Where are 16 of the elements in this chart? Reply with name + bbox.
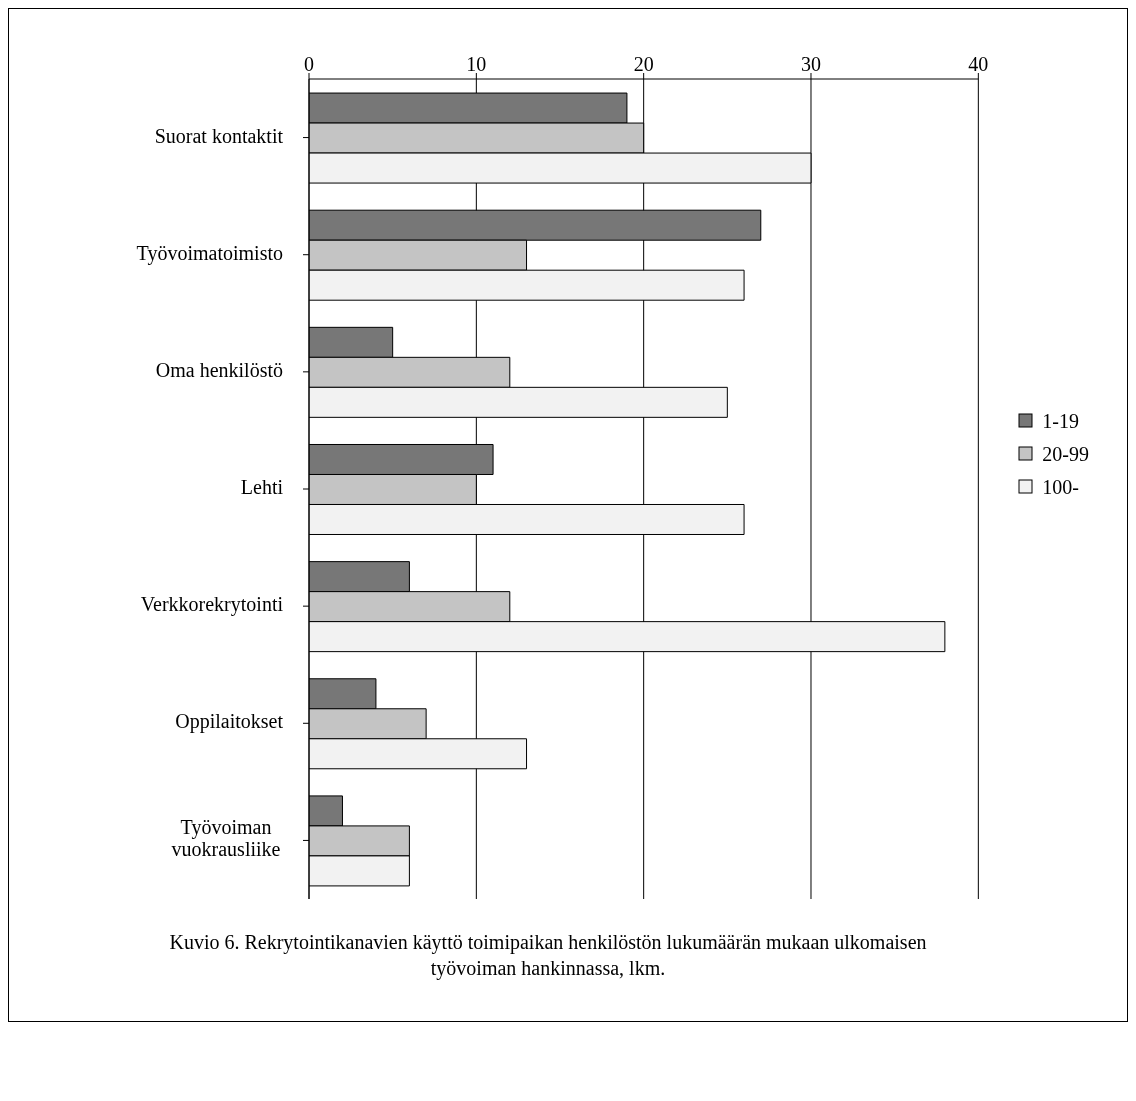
y-tick-label: Verkkorekrytointi <box>140 592 284 616</box>
x-tick-label: 20 <box>633 53 654 75</box>
y-tick-label: Lehti <box>240 475 284 498</box>
text: Kuvio 6. Rekrytointikanavien käyttö toimipaikan henkilöstön lukumäärän mukaan ulkomaisen työvoiman hankinnassa, lkm. <box>168 930 928 982</box>
legend-label: 20-99 <box>1042 442 1089 466</box>
y-tick-label: Oppilaitokset <box>175 709 284 733</box>
x-tick-label: 10 <box>466 53 487 75</box>
y-tick-label: Oma henkilöstö <box>155 358 283 381</box>
legend-label: 1-19 <box>1042 409 1079 433</box>
x-tick-label: 40 <box>968 53 989 75</box>
x-tick-label: 30 <box>801 53 821 75</box>
x-tick-label: 0 <box>304 53 314 75</box>
y-tick-label: Työvoiman vuokrausliike <box>171 816 281 861</box>
legend-label: 100- <box>1042 475 1079 499</box>
y-tick-label: Työvoimatoimisto <box>136 241 283 265</box>
y-tick-label: Suorat kontaktit <box>154 124 284 147</box>
